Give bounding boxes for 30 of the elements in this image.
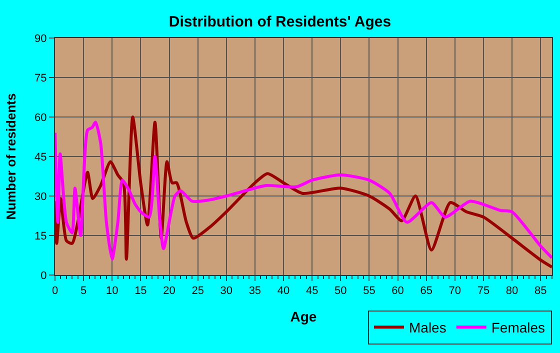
x-tick-label: 45 [306, 285, 318, 298]
y-tick-label: 45 [34, 151, 47, 164]
legend-label: Females [491, 320, 546, 336]
x-tick-label: 35 [248, 285, 262, 298]
x-tick-label: 20 [163, 285, 176, 298]
y-tick-label: 60 [34, 112, 47, 124]
x-tick-label: 0 [52, 285, 58, 298]
x-tick-label: 60 [392, 285, 404, 298]
x-tick-label: 5 [80, 285, 87, 298]
y-tick-label: 30 [34, 190, 47, 203]
legend-label: Males [409, 320, 446, 336]
x-tick-label: 55 [363, 285, 376, 298]
x-tick-label: 80 [506, 285, 518, 298]
x-tick-label: 85 [534, 285, 547, 298]
x-tick-label: 25 [192, 285, 204, 298]
x-tick-label: 10 [106, 285, 118, 298]
x-tick-label: 75 [477, 285, 490, 298]
y-tick-label: 75 [34, 72, 47, 84]
y-tick-label: 0 [40, 270, 47, 282]
x-tick-label: 65 [420, 285, 432, 298]
x-tick-label: 40 [277, 285, 290, 298]
x-tick-label: 70 [448, 285, 462, 298]
y-tick-label: 90 [34, 32, 47, 45]
x-tick-label: 30 [220, 285, 233, 298]
x-tick-label: 15 [134, 285, 147, 298]
y-tick-label: 15 [34, 230, 47, 242]
chart-title: Distribution of Residents' Ages [168, 13, 392, 30]
x-tick-label: 50 [334, 285, 347, 298]
y-axis-title: Number of residents [4, 93, 18, 220]
x-axis-title: Age [290, 308, 317, 324]
